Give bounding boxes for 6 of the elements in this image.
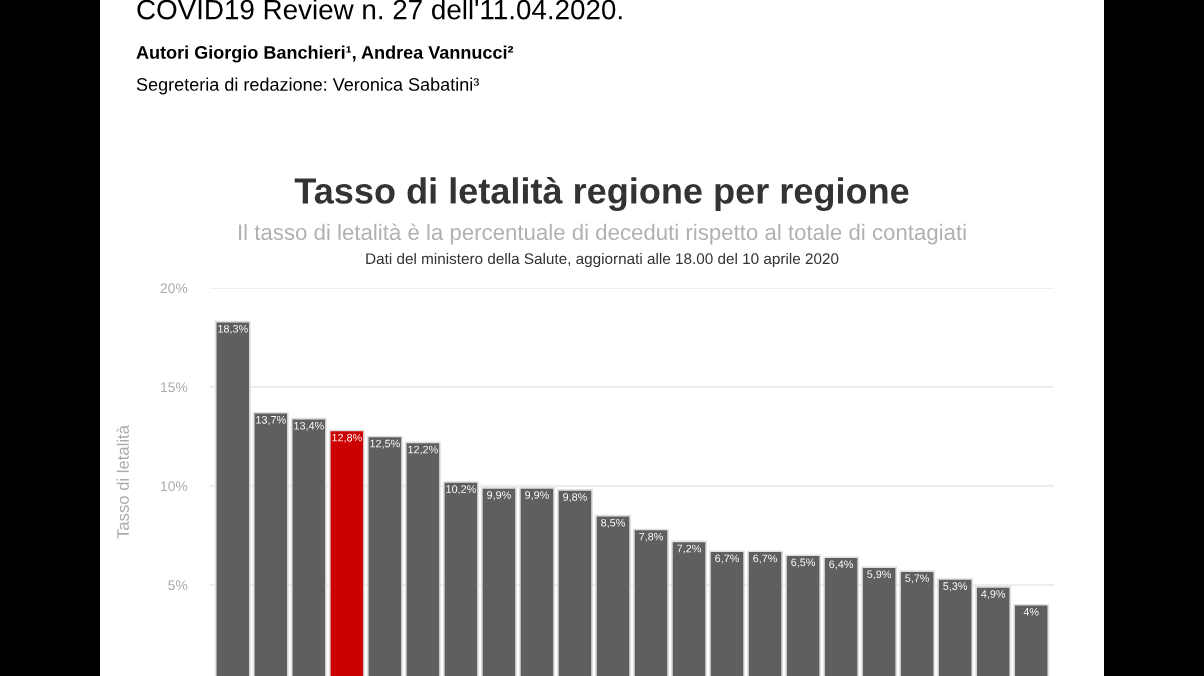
text: Autori Giorgio Banchieri¹, Andrea Vannucci² [136,45,514,63]
text: Segreteria di redazione: Veronica Sabatini³ [136,77,479,95]
chart-title: Tasso di letalità regione per regione [294,176,909,212]
y-axis-title: Tasso di letalità [116,425,129,539]
chart-subtitle: Il tasso di letalità è la percentuale di deceduti rispetto al totale di contagiati [239,223,966,245]
text: COVID19 Review n. 27 dell'11.04.2020. [137,0,622,20]
